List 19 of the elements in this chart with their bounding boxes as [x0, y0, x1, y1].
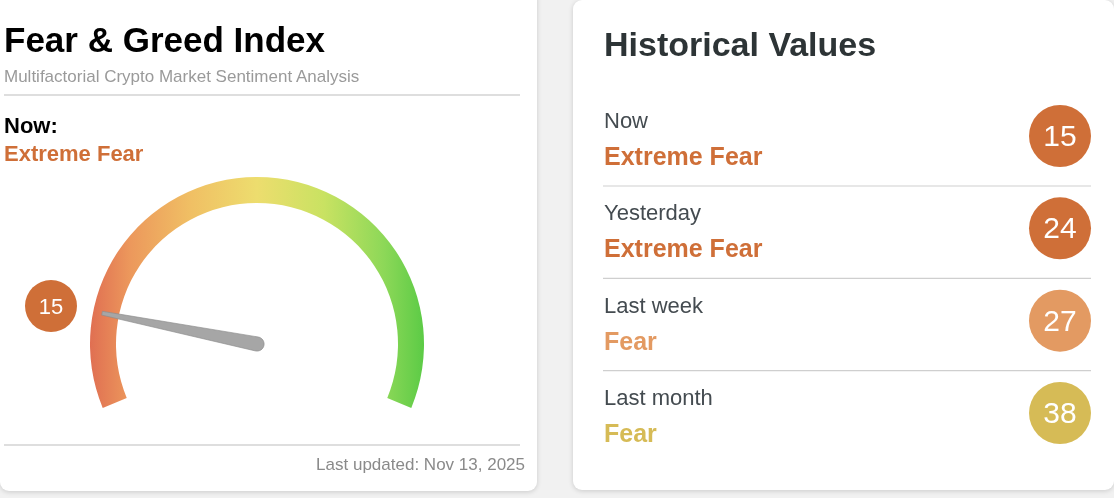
text: Fear & Greed Index	[4, 20, 326, 59]
text: Last month	[604, 384, 713, 410]
text: Last updated: Nov 13, 2025	[316, 455, 525, 474]
text: Extreme Fear	[604, 142, 763, 170]
text: Historical Values	[604, 25, 877, 63]
data-label: 38	[1043, 395, 1077, 429]
data-label: 24	[1043, 211, 1077, 245]
text: Multifactorial Crypto Market Sentiment Analysis	[4, 67, 360, 86]
text: Last week	[604, 292, 705, 318]
text: Fear	[604, 418, 658, 447]
data-label: 15	[1043, 119, 1077, 152]
data-label: 27	[1043, 303, 1077, 337]
text: Yesterday	[604, 200, 702, 226]
text: Extreme Fear	[4, 141, 144, 166]
text: Now:	[4, 113, 58, 138]
text: Extreme Fear	[604, 234, 763, 263]
data-label: 15	[38, 294, 64, 319]
text: Now	[604, 108, 649, 133]
text: Fear	[604, 326, 658, 355]
